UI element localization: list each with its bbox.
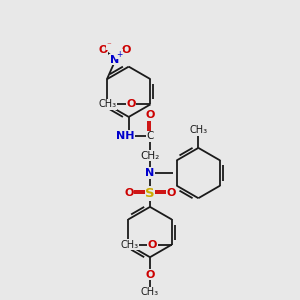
Text: O: O: [145, 270, 155, 280]
Text: NH: NH: [116, 131, 134, 141]
Text: +: +: [116, 50, 123, 58]
Text: O: O: [127, 99, 136, 110]
Text: O: O: [167, 188, 176, 198]
Text: O: O: [124, 188, 134, 198]
Text: O: O: [148, 240, 157, 250]
Text: C: C: [146, 131, 154, 141]
Text: N: N: [146, 168, 154, 178]
Text: CH₃: CH₃: [99, 99, 117, 110]
Text: O: O: [122, 45, 131, 55]
Text: ⁻: ⁻: [106, 41, 111, 50]
Text: N: N: [110, 55, 119, 65]
Text: CH₃: CH₃: [189, 125, 207, 136]
Text: CH₃: CH₃: [141, 287, 159, 297]
Text: CH₂: CH₂: [140, 151, 160, 160]
Text: O: O: [145, 110, 155, 120]
Text: CH₃: CH₃: [120, 240, 138, 250]
Text: S: S: [145, 187, 155, 200]
Text: O: O: [98, 45, 108, 55]
